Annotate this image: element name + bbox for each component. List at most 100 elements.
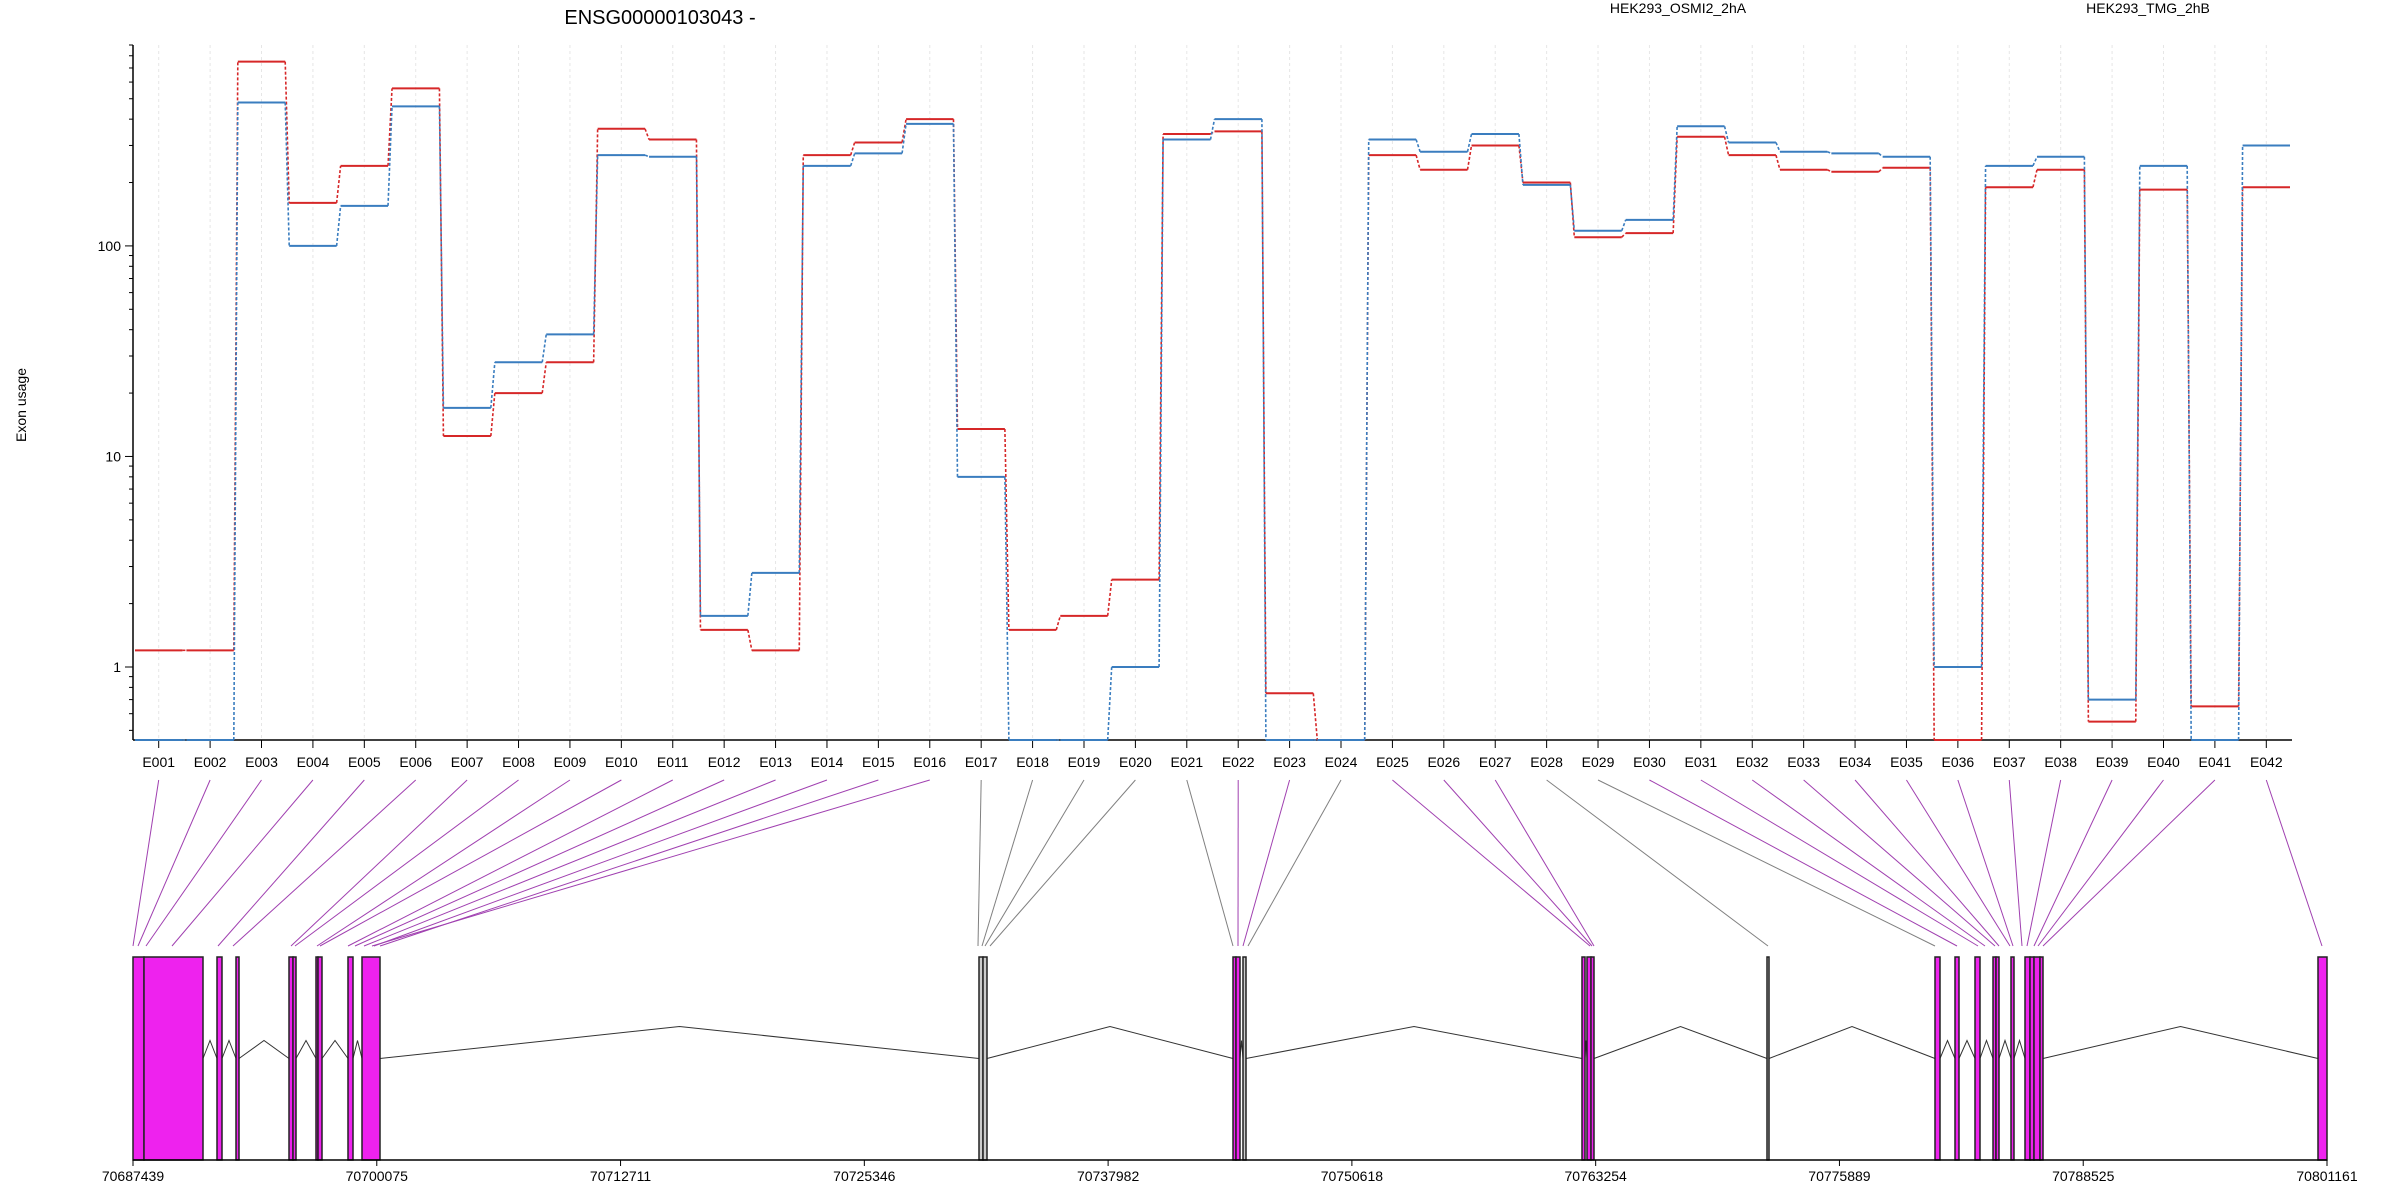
intron-line <box>295 1039 317 1059</box>
genomic-tick-label-70687439: 70687439 <box>102 1168 165 1184</box>
x-tick-label-e032: E032 <box>1736 754 1769 770</box>
exon-box-e027 <box>1590 956 1595 1161</box>
series-step-connector <box>1466 133 1473 152</box>
series-step-connector <box>1878 167 1884 173</box>
series-step-connector <box>1775 142 1781 153</box>
gridlines <box>158 45 2267 740</box>
exon-box-e018 <box>982 956 988 1161</box>
series-step-connector <box>592 128 599 363</box>
connector-e007 <box>290 779 468 947</box>
connector-e033 <box>1803 779 1996 947</box>
gene-model <box>132 956 2328 1161</box>
x-tick-label-e024: E024 <box>1325 754 1358 770</box>
legend-entry-osmi2: HEK293_OSMI2_2hA <box>1610 0 1747 16</box>
series-step-connector <box>901 123 907 154</box>
connector-e016 <box>371 779 930 947</box>
genomic-tick-label-70775889: 70775889 <box>1808 1168 1871 1184</box>
series-step-connector <box>747 629 753 651</box>
connector-e010 <box>319 779 622 947</box>
series-step-connector <box>1775 154 1781 170</box>
series-step-connector <box>1261 119 1267 741</box>
x-tick-label-e036: E036 <box>1942 754 1975 770</box>
x-tick-label-e016: E016 <box>913 754 946 770</box>
series-step-connector <box>2083 156 2090 700</box>
series-step-connector <box>747 572 753 616</box>
series-step-connector <box>541 362 548 394</box>
x-tick-label-e034: E034 <box>1839 754 1872 770</box>
series-step-connector <box>1106 666 1113 741</box>
series-step-connector <box>490 362 496 408</box>
connector-e002 <box>137 779 211 947</box>
connector-e008 <box>294 779 519 947</box>
x-tick-label-e015: E015 <box>862 754 895 770</box>
intron-line <box>202 1039 218 1059</box>
y-tick-label-1: 1 <box>113 659 121 675</box>
series-step-connector <box>1055 615 1062 631</box>
series-step-connector <box>1826 169 1832 173</box>
y-tick-label-100: 100 <box>98 238 122 254</box>
connector-e034 <box>1854 779 2000 947</box>
x-tick-label-e004: E004 <box>297 754 330 770</box>
connector-e005 <box>217 779 365 947</box>
x-tick-label-e031: E031 <box>1684 754 1717 770</box>
series-step-connector <box>1518 133 1524 185</box>
connector-e025 <box>1392 779 1591 947</box>
x-tick-label-e019: E019 <box>1068 754 1101 770</box>
x-tick-label-e039: E039 <box>2096 754 2129 770</box>
exon-box-e025 <box>1581 956 1586 1161</box>
connector-e006 <box>232 779 417 947</box>
series-step-connector <box>1723 126 1730 143</box>
x-tick-label-e003: E003 <box>245 754 278 770</box>
series-step-connector <box>644 128 650 140</box>
x-tick-label-e001: E001 <box>142 754 175 770</box>
series-step-connector <box>438 88 445 437</box>
genomic-tick-label-70750618: 70750618 <box>1321 1168 1384 1184</box>
exon-box-e034 <box>1995 956 2000 1161</box>
connector-e011 <box>347 779 673 947</box>
genomic-tick-label-70788525: 70788525 <box>2052 1168 2115 1184</box>
series-step-connector <box>901 119 907 143</box>
connector-e028 <box>1546 779 1769 947</box>
series-step-connector <box>1827 151 1832 155</box>
connector-e026 <box>1443 779 1593 947</box>
series-step-connector <box>849 142 856 156</box>
exon-box-e010 <box>361 956 381 1161</box>
series-step-connector <box>1106 579 1113 616</box>
x-tick-label-e013: E013 <box>759 754 792 770</box>
genomic-tick-label-70737982: 70737982 <box>1077 1168 1140 1184</box>
chart-title: ENSG00000103043 - <box>564 7 755 29</box>
series-step-connector <box>1415 139 1421 153</box>
axes: 1 10 100 E001 E002 E003 E004 E005 E006 E007 E008 E0… <box>98 44 2292 770</box>
x-tick-label-e010: E010 <box>605 754 638 770</box>
connector-e037 <box>2008 779 2023 947</box>
series-step-connector <box>1620 219 1627 232</box>
connector-e001 <box>132 779 160 947</box>
series-step-connector <box>387 106 393 206</box>
series-step-connector <box>438 106 445 408</box>
series-step-connector <box>1878 152 1884 158</box>
series-step-connector <box>1312 693 1319 741</box>
x-tick-label-e007: E007 <box>451 754 484 770</box>
x-tick-label-e037: E037 <box>1993 754 2026 770</box>
exon-box-e038 <box>2033 956 2041 1161</box>
connector-e024 <box>1247 779 1342 947</box>
series-tmg <box>135 101 2290 741</box>
genomic-axis: 70687439 70700075 70712711 70725346 70737982… <box>102 1159 2358 1184</box>
series-step-connector <box>284 61 291 203</box>
series-step-connector <box>490 392 496 437</box>
intron-line <box>1593 1025 1768 1059</box>
exon-box-e039 <box>2039 956 2044 1161</box>
exon-box-e004 <box>235 956 240 1161</box>
x-tick-label-e021: E021 <box>1170 754 1203 770</box>
x-tick-label-e017: E017 <box>965 754 998 770</box>
exon-box-e035 <box>2010 956 2015 1161</box>
connector-e003 <box>145 779 262 947</box>
intron-line <box>1958 1039 1976 1059</box>
exon-box-e006 <box>292 956 297 1161</box>
series-step-connector <box>849 153 856 167</box>
connector-e019 <box>984 779 1085 947</box>
x-tick-label-e040: E040 <box>2147 754 2180 770</box>
series-step-connector <box>2134 165 2141 700</box>
x-tick-label-e041: E041 <box>2199 754 2232 770</box>
intron-line <box>352 1040 363 1059</box>
